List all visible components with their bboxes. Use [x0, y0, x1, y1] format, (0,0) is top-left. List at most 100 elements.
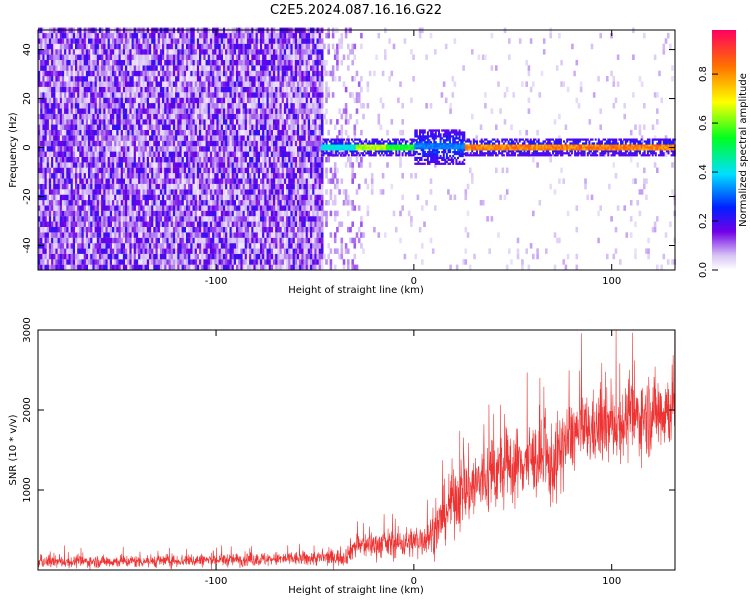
heatmap-cell: [218, 226, 222, 233]
heatmap-cell: [172, 156, 176, 163]
heatmap-cell: [249, 253, 252, 260]
heatmap-cell: [172, 205, 176, 211]
heatmap-cell: [170, 151, 174, 157]
heatmap-cell: [212, 43, 215, 50]
heatmap-cell: [190, 86, 193, 93]
heatmap-cell: [229, 167, 233, 174]
heatmap-cell: [120, 221, 124, 227]
heatmap-cell: [79, 232, 82, 238]
heatmap-cell: [64, 232, 67, 238]
heatmap-cell: [207, 135, 211, 141]
heatmap-cell: [220, 210, 224, 217]
heatmap-cell: [170, 253, 174, 260]
heatmap-cell: [72, 49, 76, 55]
heatmap-cell: [151, 113, 154, 120]
heatmap-cell: [227, 97, 230, 104]
heatmap-cell: [131, 248, 135, 254]
heatmap-cell: [92, 124, 95, 130]
heatmap-cell: [223, 49, 226, 55]
heatmap-cell: [275, 178, 278, 184]
heatmap-cell: [188, 200, 191, 206]
heatmap-cell: [162, 70, 165, 77]
heatmap-cell: [242, 232, 246, 238]
heatmap-cell: [181, 178, 185, 184]
heatmap-cell: [268, 135, 272, 141]
heatmap-cell: [251, 119, 254, 125]
heatmap-cell: [260, 178, 263, 184]
heatmap-cell: [218, 59, 222, 66]
heatmap-cell: [179, 54, 182, 60]
heatmap-cell: [66, 103, 69, 109]
heatmap-cell: [270, 178, 274, 184]
heatmap-cell: [68, 156, 72, 163]
heatmap-cell: [214, 156, 217, 163]
heatmap-cell: [61, 205, 65, 211]
heatmap-cell: [166, 38, 169, 44]
heatmap-cell: [146, 178, 150, 184]
heatmap-cell: [240, 264, 243, 271]
heatmap-cell: [79, 81, 82, 87]
heatmap-cell: [79, 183, 82, 190]
heatmap-cell: [223, 216, 226, 222]
heatmap-cell: [262, 248, 265, 254]
heatmap-cell: [194, 151, 198, 157]
heatmap-cell: [55, 226, 58, 233]
heatmap-cell: [70, 38, 74, 44]
heatmap-cell: [157, 210, 161, 217]
heatmap-cell: [216, 135, 219, 141]
heatmap-cell: [146, 54, 150, 60]
heatmap-cell: [214, 151, 217, 157]
heatmap-cell: [94, 129, 98, 136]
heatmap-cell: [57, 173, 61, 179]
heatmap-cell: [55, 162, 58, 168]
heatmap-cell: [166, 151, 169, 157]
heatmap-cell: [105, 243, 109, 249]
heatmap-cell: [201, 248, 204, 254]
heatmap-cell: [57, 253, 61, 260]
heatmap-cell: [196, 140, 200, 147]
heatmap-cell: [268, 54, 272, 60]
heatmap-cell: [214, 43, 217, 50]
heatmap-cell: [92, 264, 95, 271]
heatmap-cell: [75, 259, 78, 265]
heatmap-cell: [181, 129, 185, 136]
heatmap-cell: [70, 108, 74, 114]
heatmap-cell: [162, 210, 165, 217]
heatmap-cell: [94, 70, 98, 77]
heatmap-cell: [157, 189, 161, 195]
heatmap-cell: [70, 70, 74, 77]
heatmap-cell: [203, 140, 206, 147]
heatmap-cell: [109, 59, 113, 66]
heatmap-cell: [122, 237, 126, 244]
heatmap-cell: [96, 108, 100, 114]
heatmap-cell: [223, 70, 226, 77]
heatmap-cell: [177, 264, 180, 271]
heatmap-cell: [64, 97, 67, 104]
heatmap-cell: [131, 173, 135, 179]
heatmap-cell: [55, 243, 58, 249]
heatmap-cell: [92, 146, 95, 152]
heatmap-cell: [66, 76, 69, 82]
heatmap-cell: [48, 129, 52, 136]
heatmap-cell: [181, 140, 185, 147]
heatmap-cell: [64, 103, 67, 109]
heatmap-cell: [220, 194, 224, 201]
heatmap-cell: [133, 146, 137, 152]
heatmap-cell: [236, 86, 239, 93]
heatmap-cell: [262, 183, 265, 190]
heatmap-cell: [120, 49, 124, 55]
heatmap-cell: [179, 183, 182, 190]
heatmap-cell: [209, 124, 213, 130]
heatmap-cell: [42, 205, 45, 211]
heatmap-cell: [151, 119, 154, 125]
heatmap-cell: [125, 135, 128, 141]
heatmap-cell: [114, 146, 117, 152]
heatmap-cell: [103, 140, 106, 147]
heatmap-cell: [209, 205, 213, 211]
heatmap-cell: [194, 264, 198, 271]
heatmap-cell: [277, 76, 280, 82]
heatmap-cell: [186, 119, 189, 125]
heatmap-cell: [116, 32, 119, 39]
heatmap-cell: [122, 103, 126, 109]
heatmap-cell: [92, 119, 95, 125]
